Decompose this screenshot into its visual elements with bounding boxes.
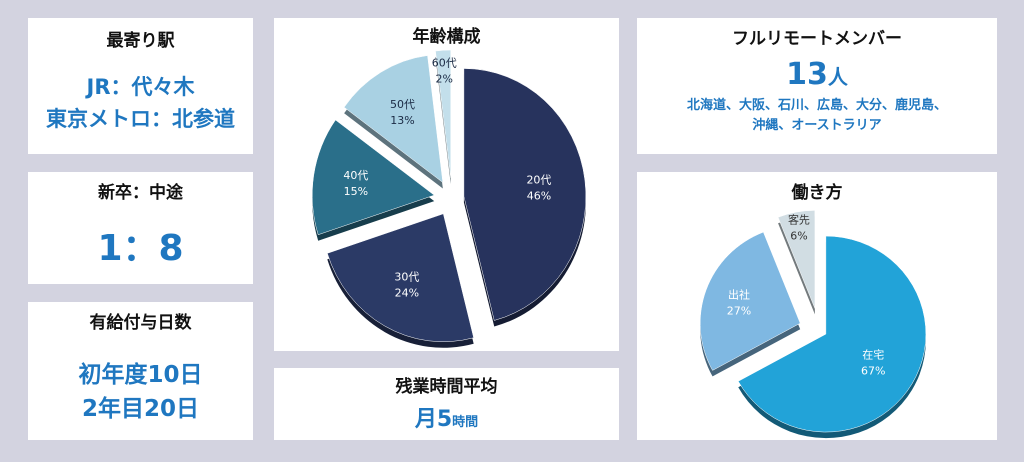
hire-ratio-title: 新卒：中途 bbox=[98, 183, 183, 203]
hire-ratio-card: 新卒：中途 1：8 bbox=[28, 172, 253, 284]
overtime-unit: 時間 bbox=[452, 415, 479, 430]
age-value-0: 46% bbox=[527, 190, 551, 203]
overtime-value: 月5時間 bbox=[274, 401, 619, 433]
remote-locations-line2: 沖縄、オーストラリア bbox=[752, 118, 882, 133]
age-slice-1 bbox=[326, 213, 474, 342]
station-title: 最寄り駅 bbox=[106, 31, 175, 51]
age-chart-title: 年齢構成 bbox=[412, 27, 481, 47]
age-value-2: 15% bbox=[344, 185, 368, 198]
overtime-card: 残業時間平均 月5時間 bbox=[274, 368, 619, 440]
station-line1: JR：代々木 bbox=[86, 75, 195, 99]
remote-title: フルリモートメンバー bbox=[732, 29, 902, 49]
work-label-1: 出社 bbox=[728, 288, 750, 302]
age-value-1: 24% bbox=[395, 286, 419, 299]
work-label-0: 在宅 bbox=[862, 348, 884, 362]
age-label-3: 50代 bbox=[390, 98, 415, 111]
overtime-prefix: 月 bbox=[414, 407, 437, 432]
age-slice-4 bbox=[435, 49, 451, 179]
age-label-2: 40代 bbox=[343, 169, 368, 182]
age-value-3: 13% bbox=[390, 114, 414, 127]
work-slice-2 bbox=[777, 210, 816, 309]
overtime-number: 5 bbox=[436, 407, 453, 432]
overtime-title: 残業時間平均 bbox=[395, 377, 498, 397]
age-label-4: 60代 bbox=[432, 56, 457, 69]
paid-leave-line1: 初年度10日 bbox=[78, 362, 203, 388]
remote-count-unit: 人 bbox=[827, 65, 848, 89]
age-slice-3 bbox=[343, 55, 444, 184]
age-value-4: 2% bbox=[436, 72, 453, 85]
age-slice-2 bbox=[312, 119, 435, 236]
work-value-2: 6% bbox=[790, 230, 807, 243]
age-label-0: 20代 bbox=[526, 174, 551, 187]
hire-ratio-value: 1：8 bbox=[97, 228, 184, 269]
paid-leave-line2: 2年目20日 bbox=[81, 396, 199, 422]
work-pie-chart: 在宅 67% 出社 27% 客先 6% bbox=[699, 210, 927, 439]
work-slice-1 bbox=[699, 231, 801, 371]
age-pie-chart: 20代 46% 30代 24% 40代 15% 50代 13% 60代 2% bbox=[312, 49, 587, 348]
station-line2: 東京メトロ：北参道 bbox=[46, 107, 235, 131]
age-label-1: 30代 bbox=[394, 270, 419, 283]
remote-card: フルリモートメンバー 13人 北海道、大阪、石川、広島、大分、鹿児島、 沖縄、オ… bbox=[637, 18, 997, 154]
work-slice-0 bbox=[737, 235, 927, 433]
station-card: 最寄り駅 JR：代々木 東京メトロ：北参道 bbox=[28, 18, 253, 154]
work-value-0: 67% bbox=[861, 365, 885, 378]
work-label-2: 客先 bbox=[788, 213, 810, 227]
work-chart-title: 働き方 bbox=[791, 183, 843, 203]
remote-locations-line1: 北海道、大阪、石川、広島、大分、鹿児島、 bbox=[686, 98, 947, 113]
remote-count-row: 13人 bbox=[637, 57, 997, 92]
paid-leave-title: 有給付与日数 bbox=[89, 313, 192, 333]
age-slice-0 bbox=[463, 68, 587, 321]
remote-count: 13 bbox=[786, 57, 828, 92]
work-chart-card: 働き方 在宅 67% 出社 27% 客先 6% bbox=[637, 172, 997, 440]
paid-leave-card: 有給付与日数 初年度10日 2年目20日 bbox=[28, 302, 253, 440]
work-value-1: 27% bbox=[727, 305, 751, 318]
age-chart-card: 年齢構成 20代 46% 30代 24% 40代 15% 50代 13% 60代 2% bbox=[274, 18, 619, 351]
